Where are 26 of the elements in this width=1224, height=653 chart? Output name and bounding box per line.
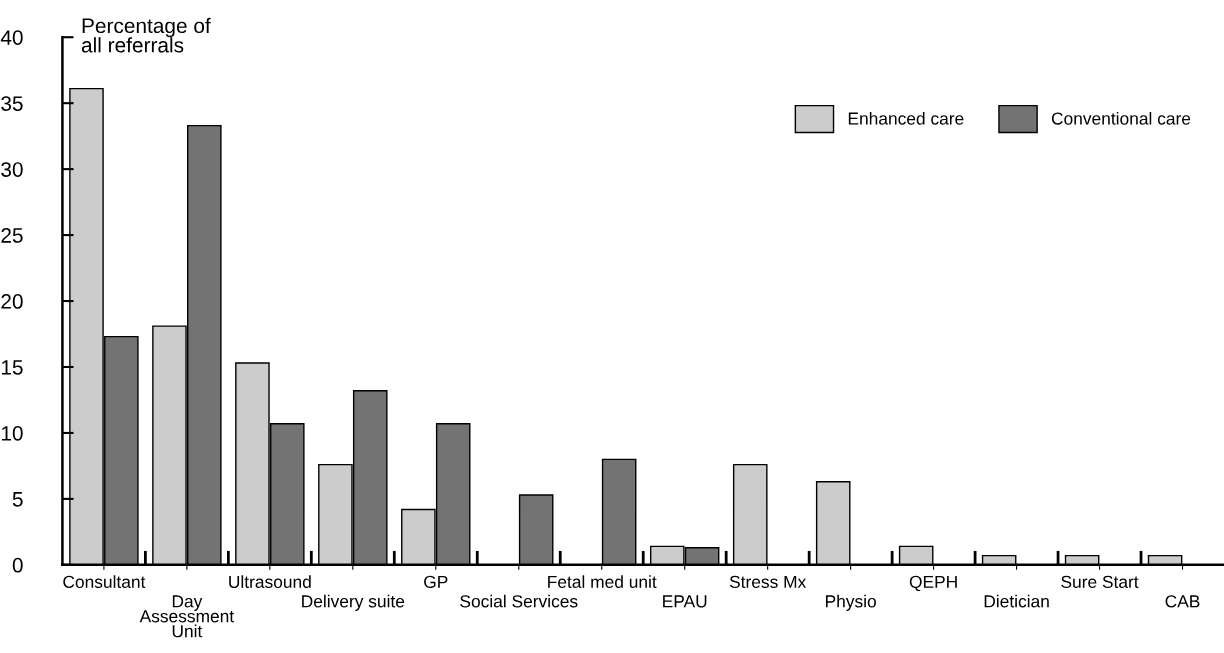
x-tick-label: Fetal med unit: [548, 575, 657, 589]
y-axis-title: Percentage of all referrals: [81, 17, 211, 53]
y-tick-label: 10: [1, 425, 23, 441]
x-tick-label: Day Assessment Unit: [139, 595, 235, 638]
x-tick-label: GP: [424, 575, 448, 589]
x-tick-label: Consultant: [63, 575, 146, 589]
y-tick-label: 15: [1, 360, 23, 375]
y-tick-label: 25: [1, 228, 23, 243]
legend-label: Conventional care: [1051, 111, 1191, 125]
y-tick-label: 20: [1, 294, 23, 309]
x-tick-label: Delivery suite: [302, 594, 405, 611]
x-tick-label: Sure Start: [1061, 575, 1139, 589]
y-tick-label: 35: [1, 96, 23, 111]
x-tick-label: Ultrasound: [229, 575, 311, 589]
x-tick-label: Stress Mx: [729, 575, 807, 589]
x-tick-label: CAB: [1165, 595, 1200, 608]
y-tick-label: 5: [12, 492, 23, 507]
y-tick-label: 40: [0, 30, 23, 45]
x-tick-label: QEPH: [909, 575, 957, 592]
y-tick-label: 0: [12, 557, 23, 573]
y-tick-label: 30: [1, 162, 23, 177]
legend-label: Enhanced care: [848, 111, 964, 125]
x-tick-label: Social Services: [460, 594, 578, 608]
x-tick-label: EPAU: [663, 595, 707, 608]
x-tick-label: Physio: [826, 594, 876, 611]
x-tick-label: Dietician: [984, 594, 1049, 608]
